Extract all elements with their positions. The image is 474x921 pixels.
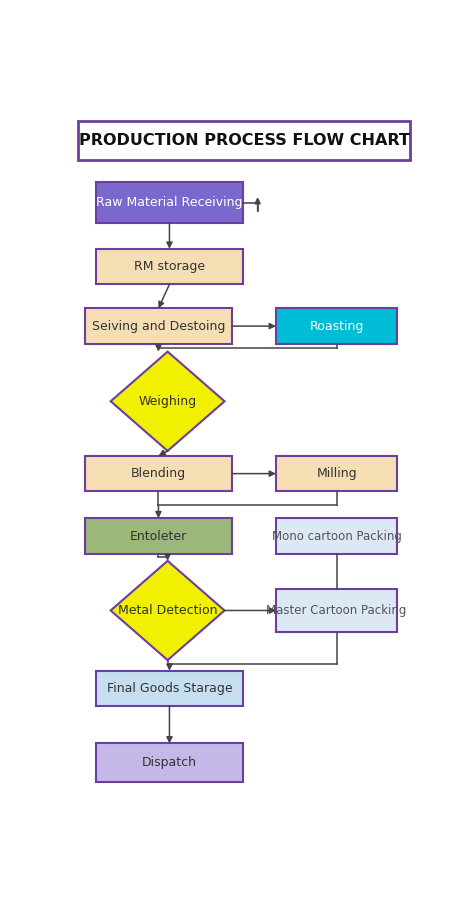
- FancyBboxPatch shape: [96, 670, 243, 706]
- Text: Milling: Milling: [316, 467, 357, 480]
- FancyBboxPatch shape: [96, 249, 243, 285]
- FancyBboxPatch shape: [96, 743, 243, 783]
- Text: Blending: Blending: [131, 467, 186, 480]
- FancyBboxPatch shape: [78, 122, 410, 160]
- Text: Dispatch: Dispatch: [142, 756, 197, 769]
- FancyBboxPatch shape: [276, 456, 397, 491]
- FancyBboxPatch shape: [85, 456, 232, 491]
- Text: Weighing: Weighing: [138, 395, 197, 408]
- Text: Mono cartoon Packing: Mono cartoon Packing: [272, 530, 401, 542]
- Text: Roasting: Roasting: [310, 320, 364, 332]
- Text: Master Cartoon Packing: Master Cartoon Packing: [266, 604, 407, 617]
- Polygon shape: [110, 352, 225, 451]
- Text: Seiving and Destoing: Seiving and Destoing: [92, 320, 225, 332]
- Text: RM storage: RM storage: [134, 260, 205, 273]
- FancyBboxPatch shape: [276, 589, 397, 632]
- FancyBboxPatch shape: [96, 182, 243, 223]
- FancyBboxPatch shape: [85, 309, 232, 344]
- Text: Final Goods Starage: Final Goods Starage: [107, 682, 232, 695]
- Text: PRODUCTION PROCESS FLOW CHART: PRODUCTION PROCESS FLOW CHART: [79, 134, 410, 148]
- Text: Metal Detection: Metal Detection: [118, 604, 218, 617]
- FancyBboxPatch shape: [85, 519, 232, 554]
- FancyBboxPatch shape: [276, 309, 397, 344]
- Text: Raw Material Receiving: Raw Material Receiving: [96, 196, 243, 209]
- Text: Entoleter: Entoleter: [130, 530, 187, 542]
- FancyBboxPatch shape: [276, 519, 397, 554]
- Polygon shape: [110, 561, 225, 660]
